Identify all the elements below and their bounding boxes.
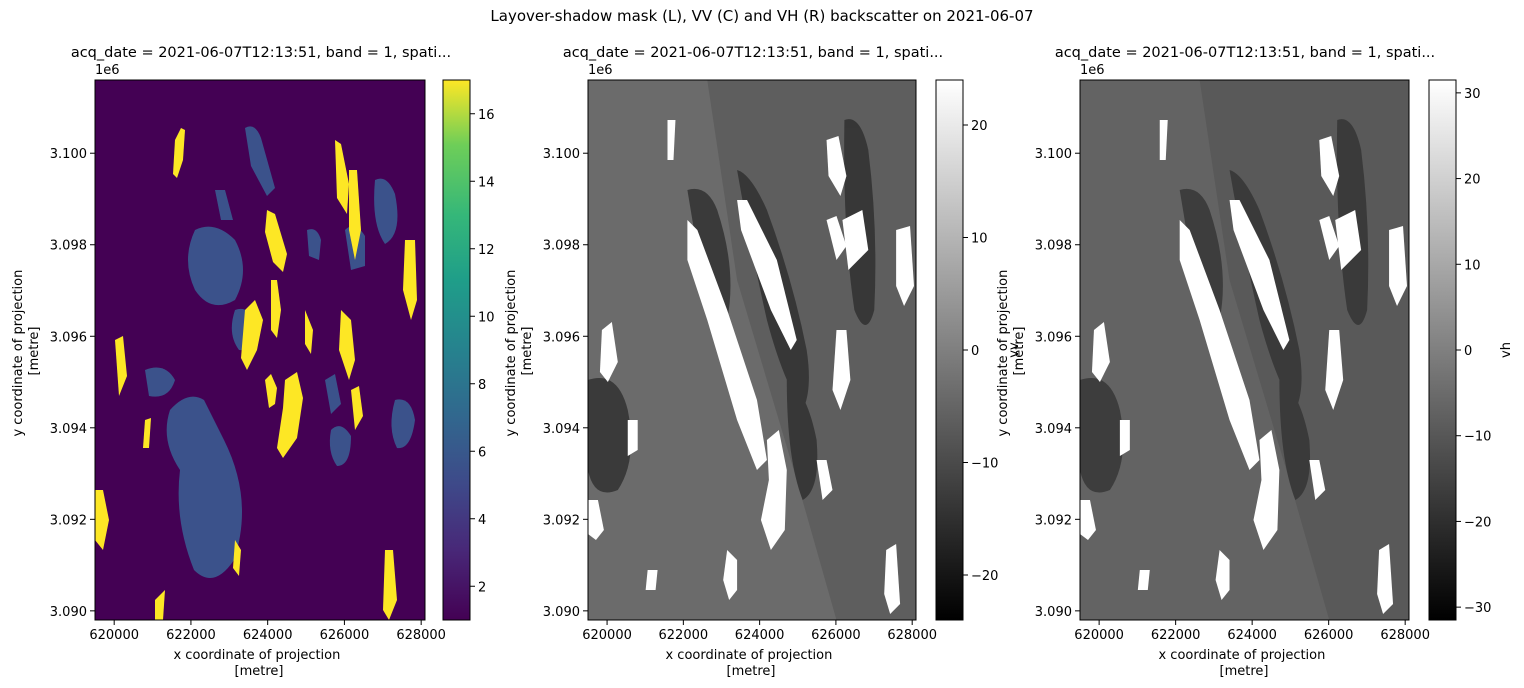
y-tick-label: 3.094 <box>1035 422 1072 437</box>
colorbar-tick-label: 12 <box>478 243 495 258</box>
x-tick-label: 620000 <box>1074 628 1124 643</box>
x-tick-label: 628000 <box>1380 628 1430 643</box>
x-tick-label: 628000 <box>396 628 446 643</box>
y-axis-label-line1: y coordinate of projection <box>996 270 1011 437</box>
colorbar-tick-label: −10 <box>1464 430 1491 445</box>
y-axis-label: y coordinate of projection [metre] <box>996 265 1027 436</box>
panel-vv-backscatter: acq_date = 2021-06-07T12:13:51, band = 1… <box>504 45 1022 679</box>
x-axis-label: x coordinate of projection [metre] <box>173 648 344 679</box>
x-axis-label-line1: x coordinate of projection <box>1158 648 1325 663</box>
x-tick-label: 622000 <box>166 628 216 643</box>
y-axis-label-line1: y coordinate of projection <box>11 270 26 437</box>
y-tick-label: 3.098 <box>1035 239 1072 254</box>
x-tick-label: 620000 <box>582 628 632 643</box>
y-tick-label: 3.092 <box>50 513 87 528</box>
colorbar-tick-label: −20 <box>971 569 998 584</box>
y-tick-label: 3.096 <box>50 330 87 345</box>
y-tick-label: 3.092 <box>543 513 580 528</box>
colorbar-tick-label: 6 <box>478 445 486 460</box>
x-axis-label-line2: [metre] <box>727 664 776 679</box>
y-tick-label: 3.094 <box>50 422 87 437</box>
y-axis-label: y coordinate of projection [metre] <box>504 265 535 436</box>
y-axis-label-line2: [metre] <box>520 327 535 376</box>
x-tick-label: 622000 <box>1151 628 1201 643</box>
colorbar-tick-label: 16 <box>478 108 495 123</box>
vh-image <box>1080 80 1409 620</box>
y-tick-label: 3.092 <box>1035 513 1072 528</box>
colorbar <box>442 79 471 621</box>
y-axis-label-line1: y coordinate of projection <box>504 270 519 437</box>
y-axis-label-line2: [metre] <box>27 327 42 376</box>
y-axis-label-line2: [metre] <box>1012 327 1027 376</box>
x-axis-label-line1: x coordinate of projection <box>665 648 832 663</box>
y-offset-label: 1e6 <box>1080 63 1105 78</box>
colorbar-tick-label: −10 <box>971 457 998 472</box>
colorbar-tick-label: 20 <box>1464 173 1481 188</box>
x-axis-label: x coordinate of projection [metre] <box>665 648 836 679</box>
y-tick-label: 3.090 <box>1035 605 1072 620</box>
colorbar-tick-label: 20 <box>971 119 988 134</box>
colorbar <box>935 79 964 621</box>
colorbar-tick-label: 14 <box>478 175 495 190</box>
colorbar-label: vh <box>1499 342 1514 358</box>
colorbar-tick-label: −20 <box>1464 515 1491 530</box>
x-tick-label: 622000 <box>659 628 709 643</box>
y-tick-label: 3.090 <box>543 605 580 620</box>
colorbar-tick-label: 10 <box>1464 258 1481 273</box>
colorbar-tick-label: 30 <box>1464 87 1481 102</box>
x-tick-label: 628000 <box>887 628 937 643</box>
x-axis-label-line2: [metre] <box>1220 664 1269 679</box>
x-axis-label-line2: [metre] <box>235 664 284 679</box>
panel-layover-shadow-mask: acq_date = 2021-06-07T12:13:51, band = 1… <box>11 45 495 679</box>
colorbar-label: vv <box>1007 342 1022 358</box>
y-offset-label: 1e6 <box>95 63 120 78</box>
panel-title: acq_date = 2021-06-07T12:13:51, band = 1… <box>71 45 451 61</box>
x-tick-label: 626000 <box>811 628 861 643</box>
y-tick-label: 3.094 <box>543 422 580 437</box>
panel-title: acq_date = 2021-06-07T12:13:51, band = 1… <box>563 45 943 61</box>
colorbar <box>1428 79 1457 621</box>
x-axis-label: x coordinate of projection [metre] <box>1158 648 1329 679</box>
x-tick-label: 626000 <box>1304 628 1354 643</box>
y-tick-label: 3.098 <box>50 239 87 254</box>
x-tick-label: 620000 <box>89 628 139 643</box>
colorbar-tick-label: 2 <box>478 580 486 595</box>
colorbar-tick-label: 0 <box>971 344 979 359</box>
colorbar-tick-label: 8 <box>478 378 486 393</box>
colorbar-tick-label: 10 <box>971 232 988 247</box>
y-axis-label: y coordinate of projection [metre] <box>11 265 42 436</box>
y-offset-label: 1e6 <box>588 63 613 78</box>
colorbar-tick-label: 4 <box>478 513 486 528</box>
colorbar-tick-label: 0 <box>1464 344 1472 359</box>
x-tick-label: 624000 <box>1227 628 1277 643</box>
panel-title: acq_date = 2021-06-07T12:13:51, band = 1… <box>1055 45 1435 61</box>
y-tick-label: 3.098 <box>543 239 580 254</box>
colorbar-tick-label: 10 <box>478 310 495 325</box>
vv-image <box>588 80 916 620</box>
x-axis-label-line1: x coordinate of projection <box>173 648 340 663</box>
y-tick-label: 3.100 <box>543 147 580 162</box>
x-tick-label: 624000 <box>735 628 785 643</box>
y-tick-label: 3.100 <box>50 147 87 162</box>
colorbar-tick-label: −30 <box>1464 601 1491 616</box>
panel-vh-backscatter: acq_date = 2021-06-07T12:13:51, band = 1… <box>996 45 1514 679</box>
figure-suptitle: Layover-shadow mask (L), VV (C) and VH (… <box>490 7 1033 25</box>
y-tick-label: 3.096 <box>1035 330 1072 345</box>
mask-image <box>95 80 425 620</box>
y-tick-label: 3.090 <box>50 605 87 620</box>
y-tick-label: 3.096 <box>543 330 580 345</box>
y-tick-label: 3.100 <box>1035 147 1072 162</box>
x-tick-label: 626000 <box>320 628 370 643</box>
x-tick-label: 624000 <box>243 628 293 643</box>
